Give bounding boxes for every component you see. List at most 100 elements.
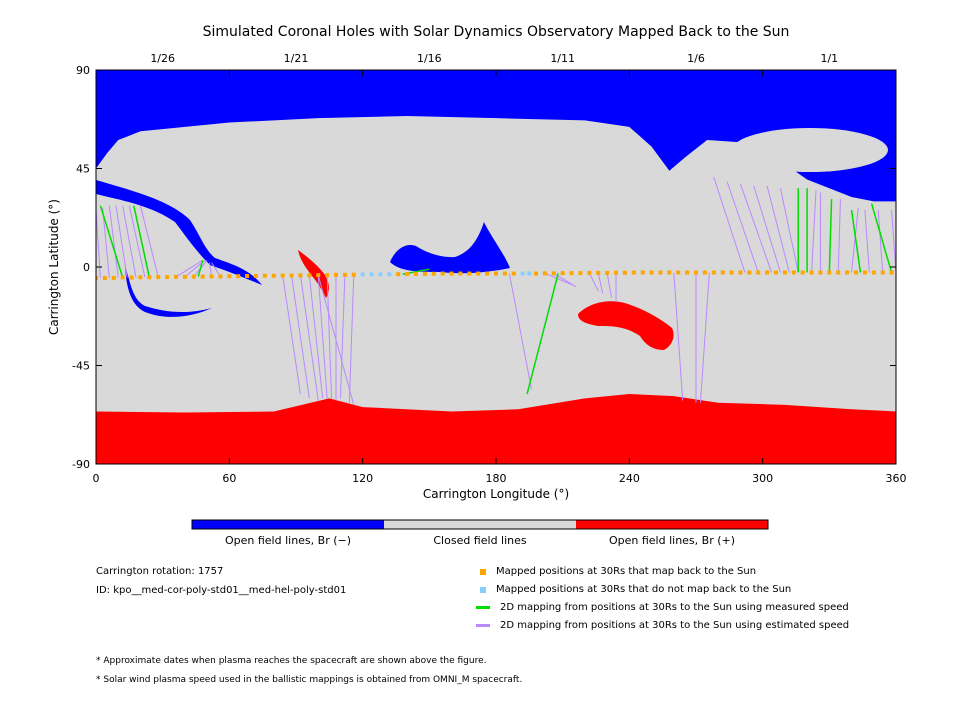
estimated-speed-line [326, 275, 333, 399]
mapped-position-markers [96, 270, 894, 280]
mapped-position-point [791, 270, 796, 275]
mapped-position-point [147, 275, 152, 280]
mapped-position-point [494, 271, 498, 276]
mapped-position-point [165, 275, 170, 280]
colorbar-segment [192, 520, 384, 529]
mapped-position-point [405, 272, 410, 277]
mapped-position-point [236, 274, 241, 279]
y-tick-label: 45 [76, 163, 90, 176]
mapped-position-point [120, 275, 125, 280]
measured-speed-line [526, 273, 559, 395]
x-axis-label: Carrington Longitude (°) [423, 487, 569, 501]
measured-speed-line [99, 205, 124, 278]
estimated-speed-line [864, 210, 870, 273]
date-tick-label: 1/6 [687, 52, 705, 65]
x-tick-label: 240 [619, 472, 640, 485]
estimated-speed-line [348, 274, 355, 403]
legend-item: Mapped positions at 30Rs that map back t… [480, 566, 756, 577]
estimated-speed-line [766, 185, 790, 273]
mapped-position-point [711, 270, 716, 275]
mapped-position-point [458, 271, 463, 276]
mapped-position-point [729, 270, 734, 275]
legend-item: Mapped positions at 30Rs that do not map… [480, 584, 791, 595]
mapped-position-point [871, 270, 876, 275]
mapped-position-point [827, 270, 832, 275]
mapped-position-point [569, 271, 574, 276]
mapped-position-point [138, 275, 143, 280]
measured-speed-mapping-lines [99, 188, 893, 395]
north-polar-coronal-hole [96, 70, 896, 202]
mapped-position-point [551, 271, 556, 276]
mapped-position-point [694, 270, 698, 275]
mapped-position-point [747, 270, 752, 275]
mapped-position-point [889, 270, 894, 275]
plot-area [96, 70, 896, 464]
mapped-position-point [854, 270, 858, 275]
carrington-rotation-text: Carrington rotation: 1757 [96, 566, 224, 577]
mapped-position-point [640, 270, 645, 275]
legend-item-label: Mapped positions at 30Rs that do not map… [496, 584, 792, 595]
mapped-position-point [102, 275, 107, 280]
unmapped-position-markers [360, 271, 532, 277]
mapped-position-point [209, 274, 214, 279]
mapped-position-point [631, 270, 636, 275]
mapped-position-point [422, 271, 427, 276]
mapped-position-point [685, 270, 690, 275]
mapped-position-point [227, 274, 232, 279]
mapped-position-point [280, 273, 285, 278]
top-date-axis: 1/26 1/21 1/16 1/11 1/6 1/1 [150, 52, 838, 65]
mapped-position-point [485, 271, 490, 276]
date-tick-label: 1/16 [417, 52, 442, 65]
x-tick-label: 0 [93, 472, 100, 485]
legend-marker-swatch [480, 568, 486, 575]
mapped-position-point [289, 273, 294, 278]
estimated-speed-line [122, 205, 137, 278]
estimated-speed-line [128, 205, 146, 278]
unmapped-position-point [520, 271, 525, 276]
unmapped-position-point [527, 271, 532, 276]
mapped-position-point [667, 270, 672, 275]
estimated-speed-line [211, 262, 221, 277]
mapped-position-point [596, 270, 601, 275]
estimated-speed-line [102, 207, 110, 278]
y-axis-label: Carrington Latitude (°) [47, 199, 61, 335]
estimated-speed-line [673, 272, 684, 401]
estimated-speed-line [317, 274, 355, 406]
estimated-speed-line [308, 275, 324, 399]
mapped-position-point [254, 273, 258, 278]
mapped-position-point [605, 270, 610, 275]
estimated-speed-line [208, 262, 213, 277]
x-tick-label: 120 [352, 472, 373, 485]
unmapped-position-point [387, 272, 392, 277]
mapped-position-point [720, 270, 725, 275]
colorbar-segment [384, 520, 576, 529]
mapped-position-point [809, 270, 814, 275]
mapped-position-point [836, 270, 841, 275]
legend-item: 2D mapping from positions at 30Rs to the… [476, 602, 849, 613]
date-tick-label: 1/11 [550, 52, 575, 65]
estimated-speed-line [891, 210, 896, 273]
mapped-position-point [271, 273, 276, 278]
mapped-position-point [396, 272, 401, 277]
estimated-speed-line [597, 272, 604, 294]
mapped-position-point [502, 271, 507, 276]
estimated-speed-line [299, 275, 319, 401]
mapped-position-point [414, 272, 418, 277]
mapped-position-point [440, 271, 445, 276]
mapped-position-point [738, 270, 743, 275]
estimated-speed-line [851, 207, 859, 273]
mapped-position-point [818, 270, 823, 275]
note-dates: * Approximate dates when plasma reaches … [96, 656, 487, 666]
mapped-position-point [218, 274, 223, 279]
mapped-position-point [622, 270, 627, 275]
unmapped-position-point [360, 272, 365, 277]
estimated-speed-line [139, 205, 159, 278]
mapped-position-point [511, 271, 516, 276]
measured-speed-line [197, 260, 204, 277]
mapped-position-point [702, 270, 707, 275]
colorbar [191, 519, 769, 530]
mapped-position-point [96, 275, 98, 280]
mapped-position-point [534, 271, 538, 276]
legend-item-label: 2D mapping from positions at 30Rs to the… [500, 620, 850, 631]
